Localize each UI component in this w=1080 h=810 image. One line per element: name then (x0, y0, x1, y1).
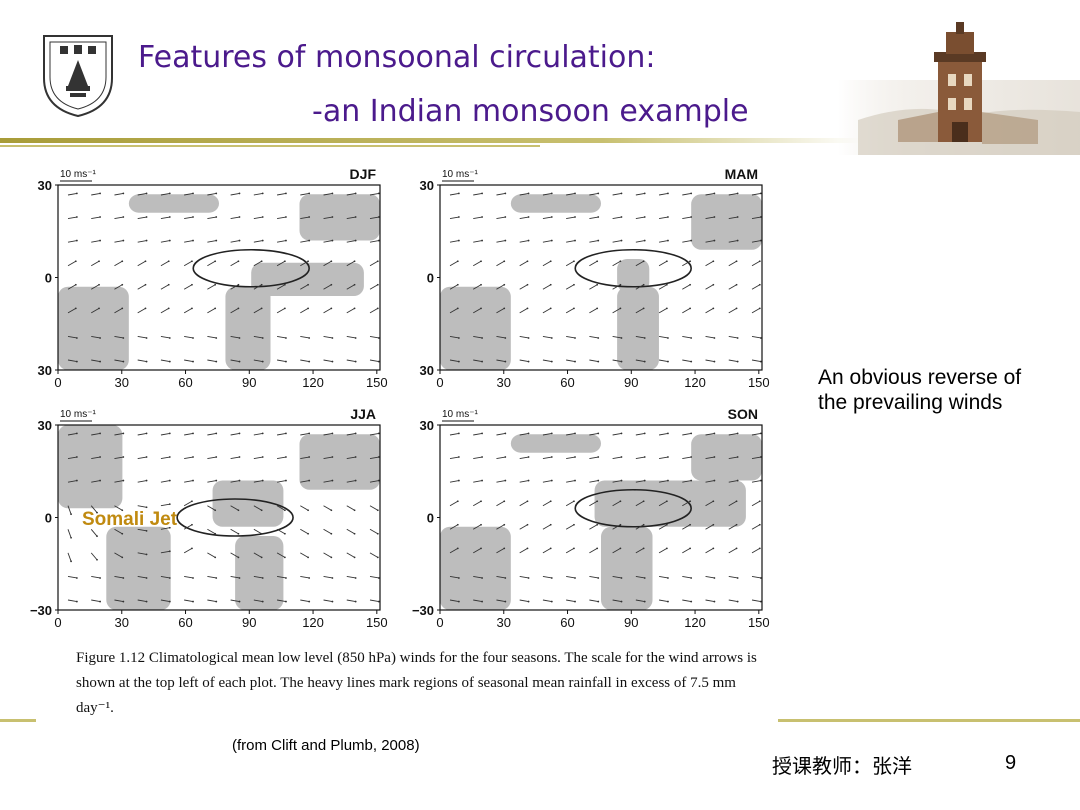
y-tick-label: 30 (38, 178, 52, 193)
figure-source: (from Clift and Plumb, 2008) (232, 737, 420, 754)
x-tick-label: 150 (366, 615, 388, 630)
x-tick-label: 120 (684, 375, 706, 390)
scale-label: 10 ms⁻¹ (60, 409, 97, 420)
x-tick-label: 0 (436, 615, 443, 630)
x-tick-label: 60 (560, 615, 574, 630)
x-tick-label: 30 (115, 375, 129, 390)
scale-label: 10 ms⁻¹ (442, 409, 479, 420)
y-tick-label: 30 (38, 418, 52, 433)
page-number: 9 (1005, 752, 1017, 774)
y-tick-label: 0 (45, 511, 52, 526)
x-tick-label: 90 (242, 375, 256, 390)
x-tick-label: 30 (115, 615, 129, 630)
tower-illustration (838, 22, 1080, 155)
y-tick-label: 30 (38, 363, 52, 378)
season-label: JJA (350, 406, 376, 422)
footer-line-left (0, 719, 36, 722)
slide-title-line1: Features of monsoonal circulation: (138, 40, 656, 75)
y-tick-label: 0 (427, 511, 434, 526)
x-tick-label: 120 (302, 615, 324, 630)
x-tick-label: 30 (497, 615, 511, 630)
x-tick-label: 60 (178, 375, 192, 390)
university-logo (43, 35, 113, 118)
x-tick-label: 0 (436, 375, 443, 390)
x-tick-label: 120 (684, 615, 706, 630)
somali-jet-label: Somali Jet (82, 509, 178, 530)
x-tick-label: 150 (366, 375, 388, 390)
season-label: MAM (725, 166, 758, 182)
season-label: SON (728, 406, 758, 422)
title-accent-bar (0, 138, 860, 143)
x-tick-label: 120 (302, 375, 324, 390)
scale-label: 10 ms⁻¹ (60, 169, 97, 180)
y-tick-label: 30 (420, 178, 434, 193)
season-label: DJF (350, 166, 377, 182)
y-tick-label: −30 (30, 603, 52, 618)
side-note: An obvious reverse of the prevailing win… (818, 366, 1022, 414)
x-tick-label: 0 (54, 375, 61, 390)
slide-title-line2: -an Indian monsoon example (312, 94, 749, 129)
x-tick-label: 0 (54, 615, 61, 630)
footer-line-right (778, 719, 1080, 722)
y-tick-label: 30 (420, 363, 434, 378)
y-tick-label: 0 (427, 271, 434, 286)
x-tick-label: 60 (178, 615, 192, 630)
instructor-name: 授课教师：张洋 (772, 754, 912, 778)
x-tick-label: 90 (624, 375, 638, 390)
figure-caption: Figure 1.12 Climatological mean low leve… (76, 650, 757, 716)
y-tick-label: 0 (45, 271, 52, 286)
x-tick-label: 90 (242, 615, 256, 630)
x-tick-label: 90 (624, 615, 638, 630)
x-tick-label: 150 (748, 375, 770, 390)
y-tick-label: −30 (412, 603, 434, 618)
x-tick-label: 30 (497, 375, 511, 390)
y-tick-label: 30 (420, 418, 434, 433)
scale-label: 10 ms⁻¹ (442, 169, 479, 180)
x-tick-label: 60 (560, 375, 574, 390)
title-accent-line (0, 145, 540, 147)
x-tick-label: 150 (748, 615, 770, 630)
